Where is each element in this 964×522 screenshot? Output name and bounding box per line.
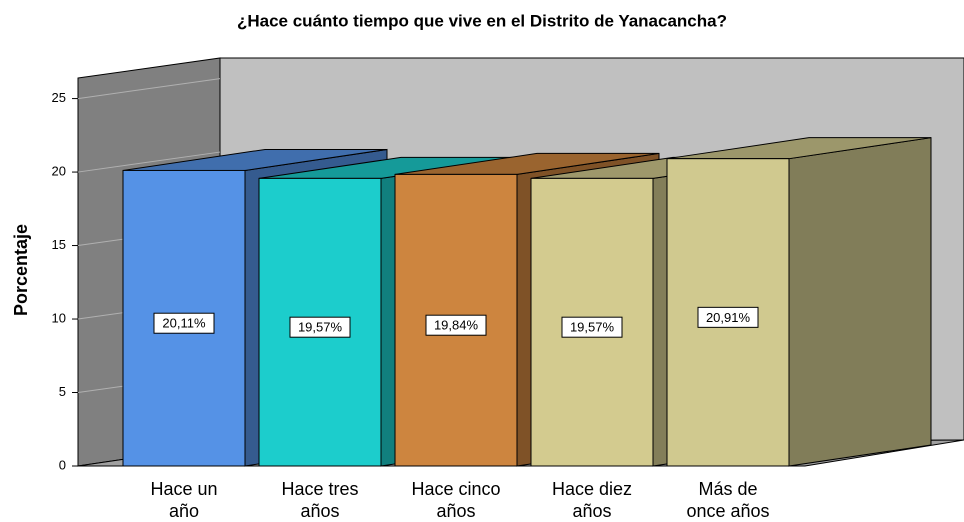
y-axis-label: Porcentaje [11,224,31,316]
x-tick-label: Hace un [150,479,217,499]
x-tick-label: Hace cinco [411,479,500,499]
value-label: 19,84% [434,318,479,333]
x-tick-label: Más de [698,479,757,499]
value-label: 19,57% [298,320,343,335]
value-label-box [289,316,351,338]
x-tick-label: Hace diez [552,479,632,499]
bar-side [788,137,932,467]
y-tick-label: 5 [59,384,66,399]
value-label: 19,57% [570,320,615,335]
grid-line [77,151,221,173]
y-tick-label: 25 [52,90,66,105]
value-label: 20,91% [706,310,751,325]
y-tick-label: 20 [52,163,66,178]
grid-line [77,78,221,100]
x-tick-label: once años [686,501,769,521]
value-label-box [697,306,759,328]
y-tick-label: 0 [59,457,66,472]
value-label: 20,11% [162,316,206,331]
x-tick-label: años [436,501,475,521]
bar [666,158,790,467]
value-label-box [561,316,623,338]
x-tick-label: Hace tres [281,479,358,499]
x-tick-label: años [300,501,339,521]
y-tick-label: 10 [52,310,66,325]
x-tick-label: años [572,501,611,521]
x-tick-label: año [169,501,199,521]
value-label-box [425,314,487,336]
value-label-box [153,312,215,334]
y-tick-label: 15 [52,237,66,252]
chart-title: ¿Hace cuánto tiempo que vive en el Distr… [237,11,727,30]
